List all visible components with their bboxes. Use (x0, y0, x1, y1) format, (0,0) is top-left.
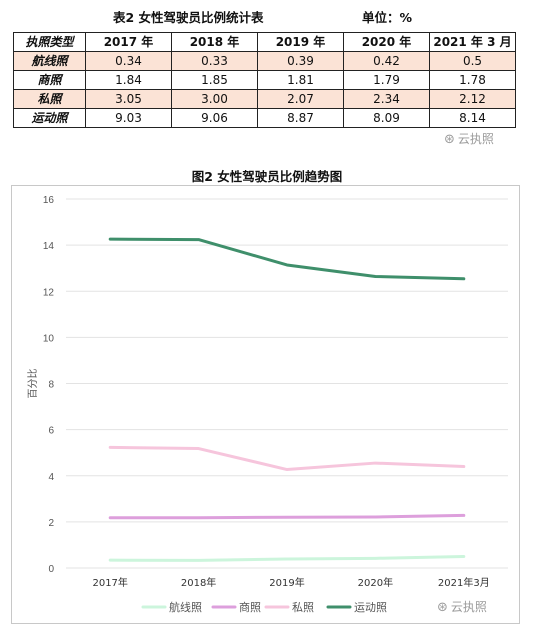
header-cell: 执照类型 (13, 32, 86, 52)
y-tick-label: 2 (48, 518, 54, 529)
y-tick-label: 8 (48, 380, 54, 391)
y-tick-label: 12 (43, 287, 55, 298)
header-cell: 2020 年 (343, 32, 430, 52)
series-line-3 (108, 237, 466, 281)
series-line-2 (108, 445, 466, 472)
watermark: ⊛ 云执照 (444, 130, 494, 147)
x-tick-label: 2021年3月 (438, 576, 490, 589)
chart-frame (11, 185, 520, 624)
table-cell: 1.78 (429, 70, 516, 90)
table-row: 商照 1.84 1.85 1.81 1.79 1.78 (13, 70, 516, 90)
header-cell: 2018 年 (171, 32, 258, 52)
y-tick-label: 14 (43, 241, 55, 252)
table-cell: 3.05 (85, 89, 172, 109)
series-line-0 (108, 554, 466, 562)
legend-label: 航线照 (169, 600, 202, 614)
row-label: 航线照 (13, 51, 86, 71)
x-tick-label: 2020年 (358, 576, 393, 589)
watermark-text: 云执照 (457, 132, 494, 146)
table-cell: 1.85 (171, 70, 258, 90)
table-row: 运动照 9.03 9.06 8.87 8.09 8.14 (13, 108, 516, 128)
stats-table: 执照类型 2017 年 2018 年 2019 年 2020 年 2021 年 … (13, 32, 516, 128)
table-cell: 2.07 (257, 89, 344, 109)
legend-label: 运动照 (354, 601, 387, 614)
table-cell: 9.06 (171, 108, 258, 128)
table-row: 航线照 0.34 0.33 0.39 0.42 0.5 (13, 51, 516, 71)
y-axis-label: 百分比 (27, 369, 39, 399)
table-cell: 1.81 (257, 70, 344, 90)
wechat-icon: ⊛ (444, 132, 455, 147)
table-cell: 8.14 (429, 108, 516, 128)
header-cell: 2021 年 3 月 (429, 32, 516, 52)
legend-label: 私照 (292, 601, 314, 614)
watermark-chart: ⊛ 云执照 (437, 598, 487, 615)
table-cell: 8.87 (257, 108, 344, 128)
y-tick-label: 0 (48, 564, 54, 575)
x-tick-label: 2017年 (92, 576, 127, 589)
y-tick-label: 16 (43, 195, 55, 206)
chart-title: 图2 女性驾驶员比例趋势图 (191, 169, 343, 184)
row-label: 商照 (13, 70, 86, 90)
table-cell: 0.33 (171, 51, 258, 71)
x-tick-label: 2018年 (181, 576, 216, 589)
y-tick-label: 6 (48, 426, 54, 437)
table-row: 私照 3.05 3.00 2.07 2.34 2.12 (13, 89, 516, 109)
table-cell: 0.42 (343, 51, 430, 71)
table-header-row: 执照类型 2017 年 2018 年 2019 年 2020 年 2021 年 … (13, 32, 516, 52)
table-title: 表2 女性驾驶员比例统计表 (113, 10, 264, 25)
y-tick-label: 4 (48, 472, 54, 483)
wechat-icon: ⊛ (437, 600, 448, 615)
row-label: 运动照 (13, 108, 86, 128)
y-tick-label: 10 (43, 333, 55, 344)
legend-label: 商照 (239, 600, 261, 614)
table-cell: 2.34 (343, 89, 430, 109)
table-cell: 2.12 (429, 89, 516, 109)
row-label: 私照 (13, 89, 86, 109)
table-cell: 0.39 (257, 51, 344, 71)
table-title-bar: 表2 女性驾驶员比例统计表 单位：% (0, 8, 534, 28)
watermark-text: 云执照 (450, 600, 487, 614)
table-cell: 0.5 (429, 51, 516, 71)
header-cell: 2017 年 (85, 32, 172, 52)
table-cell: 9.03 (85, 108, 172, 128)
series-line-1 (108, 513, 466, 520)
table-cell: 0.34 (85, 51, 172, 71)
table-unit: 单位：% (362, 10, 413, 25)
x-tick-label: 2019年 (269, 576, 304, 589)
